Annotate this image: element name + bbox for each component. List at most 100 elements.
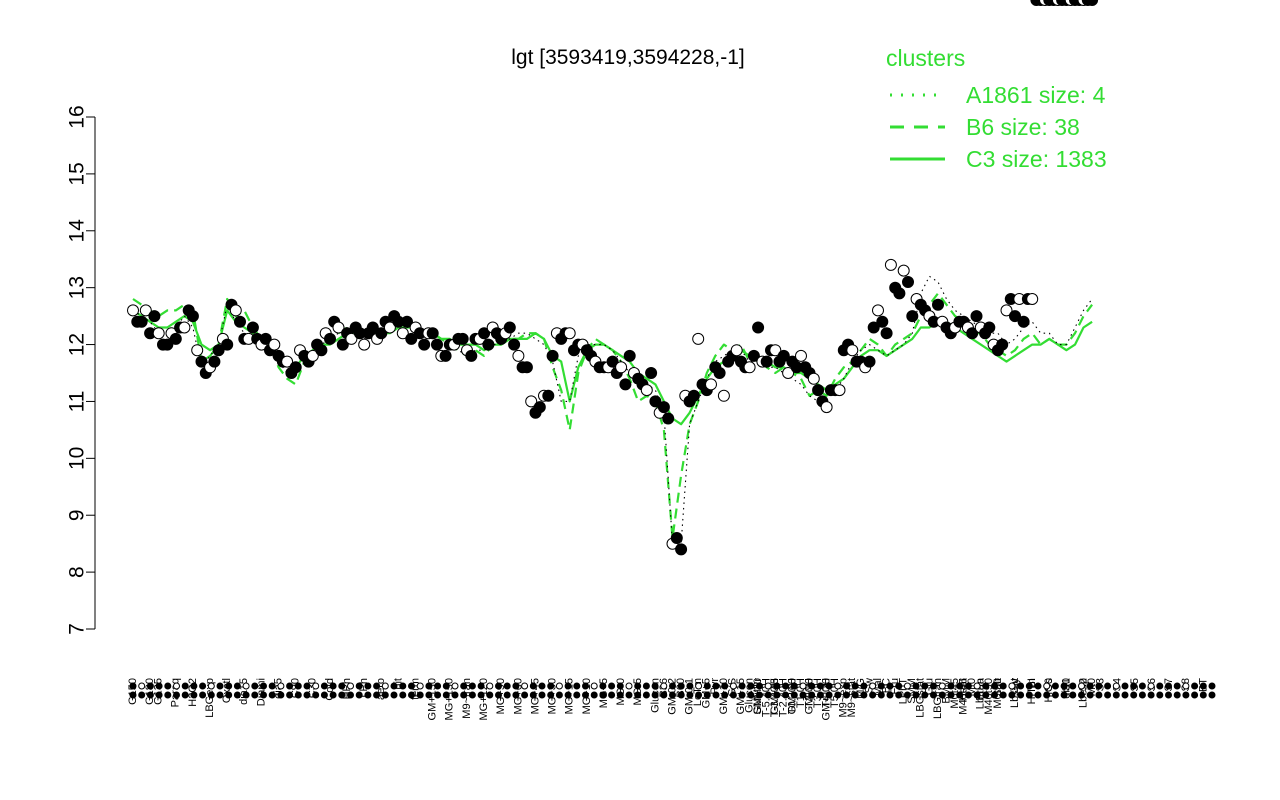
x-marker: [686, 682, 694, 690]
data-point: [169, 332, 182, 345]
x-marker: [930, 682, 937, 690]
x-marker: [286, 691, 294, 699]
x-marker: [1034, 682, 1042, 690]
x-tick-label: Diami: [255, 678, 267, 706]
x-marker: [782, 682, 790, 690]
x-marker: [903, 682, 911, 690]
x-marker: [442, 691, 450, 699]
data-point: [884, 258, 897, 271]
x-marker: [1008, 682, 1016, 690]
data-point: [966, 327, 979, 340]
x-tick-labels: G150G180G135ParaqH2O2LBGexpOxctldia15Dia…: [127, 677, 1216, 720]
data-point: [782, 367, 795, 379]
x-marker: [773, 682, 781, 690]
x-marker: [773, 691, 781, 699]
x-marker: [1138, 691, 1146, 699]
x-marker: [973, 691, 981, 699]
data-point: [324, 332, 336, 345]
x-marker: [1191, 682, 1199, 690]
x-marker: [625, 691, 633, 699]
x-marker: [338, 682, 346, 690]
data-point: [662, 412, 675, 425]
x-marker: [1060, 682, 1068, 690]
x-marker: [573, 682, 581, 690]
x-marker: [529, 691, 537, 699]
x-marker: [582, 691, 589, 699]
x-marker: [756, 682, 763, 690]
data-point: [520, 361, 533, 374]
y-tick-label: 13: [66, 276, 89, 299]
data-point: [619, 378, 632, 391]
x-marker: [1104, 691, 1112, 699]
x-marker: [329, 682, 337, 690]
x-marker: [1078, 691, 1085, 699]
x-marker: [451, 682, 459, 690]
x-marker: [982, 682, 990, 690]
x-marker: [181, 682, 189, 690]
x-marker: [808, 682, 816, 690]
x-marker: [895, 682, 903, 690]
x-marker: [712, 682, 720, 690]
data-point: [777, 349, 790, 362]
x-marker: [651, 682, 659, 690]
x-marker: [816, 682, 824, 690]
x-marker: [991, 691, 998, 699]
x-marker: [921, 682, 929, 690]
x-marker: [521, 691, 529, 699]
x-marker: [355, 682, 363, 690]
data-point: [315, 344, 328, 357]
data-point: [752, 321, 765, 334]
x-marker: [390, 691, 398, 699]
data-point: [418, 338, 431, 351]
x-marker: [477, 691, 485, 699]
data-point: [867, 321, 880, 334]
x-marker: [233, 682, 241, 690]
data-point: [405, 332, 418, 345]
x-marker: [495, 682, 502, 690]
data-point: [657, 401, 670, 414]
x-marker: [555, 682, 563, 690]
series-layer: [132, 275, 1093, 545]
x-marker: [320, 691, 328, 699]
legend-label-c3: C3 size: 1383: [966, 146, 1107, 172]
x-marker: [695, 691, 703, 699]
x-marker: [843, 691, 850, 699]
x-marker: [538, 682, 546, 690]
x-marker: [695, 682, 703, 690]
x-marker: [503, 691, 511, 699]
data-point: [281, 355, 294, 368]
x-marker: [721, 691, 729, 699]
x-marker: [1182, 691, 1190, 699]
data-point: [439, 349, 452, 362]
data-point: [366, 321, 379, 334]
x-marker: [1069, 691, 1077, 699]
x-marker: [590, 682, 598, 690]
data-point: [212, 344, 225, 357]
y-tick-label: 10: [66, 447, 89, 470]
x-marker: [477, 682, 485, 690]
data-point: [401, 315, 413, 328]
x-marker: [999, 691, 1007, 699]
x-marker: [938, 691, 946, 699]
x-marker: [225, 691, 233, 699]
x-marker: [373, 682, 381, 690]
data-point: [820, 401, 833, 414]
x-marker: [703, 691, 711, 699]
x-marker: [1025, 691, 1033, 699]
data-point: [747, 349, 760, 362]
x-marker: [425, 691, 433, 699]
x-marker: [451, 691, 459, 699]
x-marker: [512, 682, 520, 690]
x-marker: [138, 682, 146, 690]
x-marker: [964, 682, 972, 690]
x-tick-label: G135: [153, 678, 165, 705]
x-marker: [886, 682, 894, 690]
x-marker: [625, 682, 633, 690]
x-marker: [1173, 691, 1181, 699]
data-point: [195, 355, 208, 368]
x-marker: [164, 691, 172, 699]
x-marker: [799, 691, 807, 699]
x-marker: [860, 691, 868, 699]
x-marker: [190, 682, 198, 690]
data-point: [152, 327, 165, 340]
